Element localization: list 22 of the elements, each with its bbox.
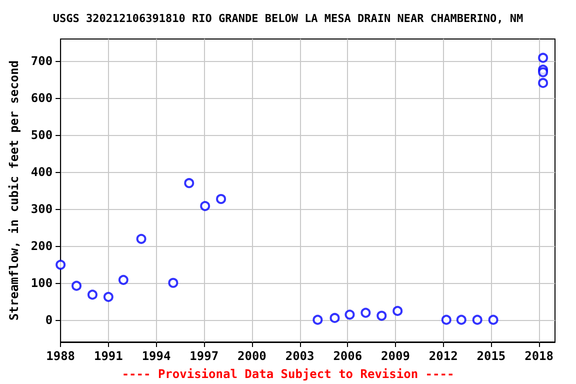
x-tick-label: 2009: [381, 349, 410, 363]
x-tick-label: 2000: [238, 349, 266, 363]
x-tick-label: 2015: [476, 349, 506, 363]
chart-title: USGS 320212106391810 RIO GRANDE BELOW LA MESA DRAIN NEAR CHAMBERINO, NM: [52, 12, 524, 25]
x-tick-label: 1997: [190, 349, 219, 363]
x-tick-label: 2006: [333, 349, 362, 363]
y-tick-label: 0: [45, 312, 53, 327]
x-tick-label: 1994: [142, 349, 171, 363]
y-tick-label: 200: [30, 238, 53, 253]
y-tick-label: 100: [30, 276, 53, 290]
y-axis-title: Streamflow, in cubic feet per second: [7, 60, 21, 321]
text: ---- Provisional Data Subject to Revision ----: [122, 367, 454, 381]
y-tick-label: 700: [30, 54, 53, 68]
x-tick-label: 2018: [524, 349, 554, 363]
x-tick-label: 2003: [285, 349, 314, 363]
x-tick-label: 1991: [94, 349, 123, 363]
y-tick-label: 300: [30, 202, 53, 216]
x-tick-label: 1988: [46, 349, 76, 363]
x-tick-label: 2012: [428, 349, 458, 363]
y-tick-label: 600: [30, 91, 53, 106]
y-tick-label: 400: [30, 165, 53, 180]
y-tick-label: 500: [30, 128, 53, 142]
